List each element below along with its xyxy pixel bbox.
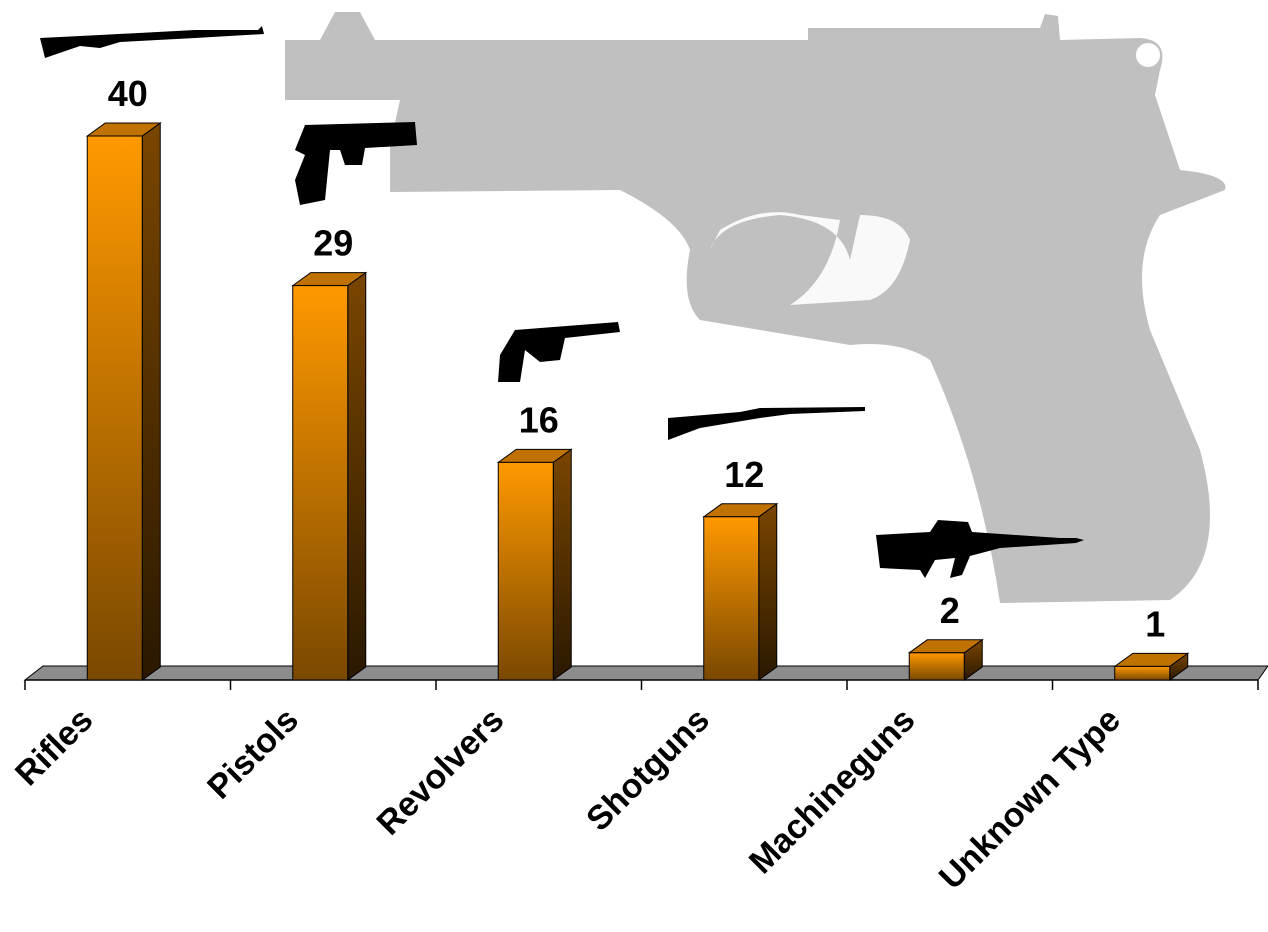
bar-front bbox=[497, 461, 554, 681]
value-label: 29 bbox=[313, 223, 353, 264]
x-tick-label: Shotguns bbox=[579, 701, 717, 839]
x-tick-label: Unknown Type bbox=[932, 701, 1128, 897]
x-tick-label: Revolvers bbox=[370, 701, 512, 843]
bar bbox=[496, 448, 573, 681]
floor bbox=[23, 665, 1268, 681]
value-label: 1 bbox=[1145, 603, 1165, 644]
x-tick-label: Pistols bbox=[200, 701, 306, 807]
value-label: 16 bbox=[519, 399, 559, 440]
revolver-icon bbox=[498, 322, 620, 382]
bar-front bbox=[908, 652, 965, 681]
x-tick-label: Machineguns bbox=[742, 701, 922, 881]
bar-front bbox=[292, 285, 349, 681]
rifle-icon bbox=[40, 26, 264, 58]
background-pistol bbox=[285, 12, 1226, 603]
bar-side bbox=[758, 502, 778, 681]
bar bbox=[907, 638, 984, 681]
pistol-icon bbox=[295, 122, 417, 205]
value-label: 2 bbox=[940, 590, 960, 631]
bar-side bbox=[552, 448, 572, 681]
bar-front bbox=[86, 135, 143, 681]
value-label: 12 bbox=[724, 454, 764, 495]
bar-side bbox=[141, 122, 161, 681]
bar bbox=[85, 122, 162, 681]
bar-side bbox=[347, 271, 367, 681]
value-label: 40 bbox=[108, 73, 148, 114]
gun-icons bbox=[40, 26, 1084, 578]
machinegun-icon bbox=[876, 520, 1084, 578]
bar bbox=[1113, 652, 1190, 681]
bar-front bbox=[1114, 665, 1171, 681]
bar-front bbox=[703, 516, 760, 681]
bar bbox=[291, 271, 368, 681]
bar bbox=[702, 502, 779, 681]
x-tick-label: Rifles bbox=[8, 701, 100, 793]
shotgun-icon bbox=[668, 407, 865, 440]
